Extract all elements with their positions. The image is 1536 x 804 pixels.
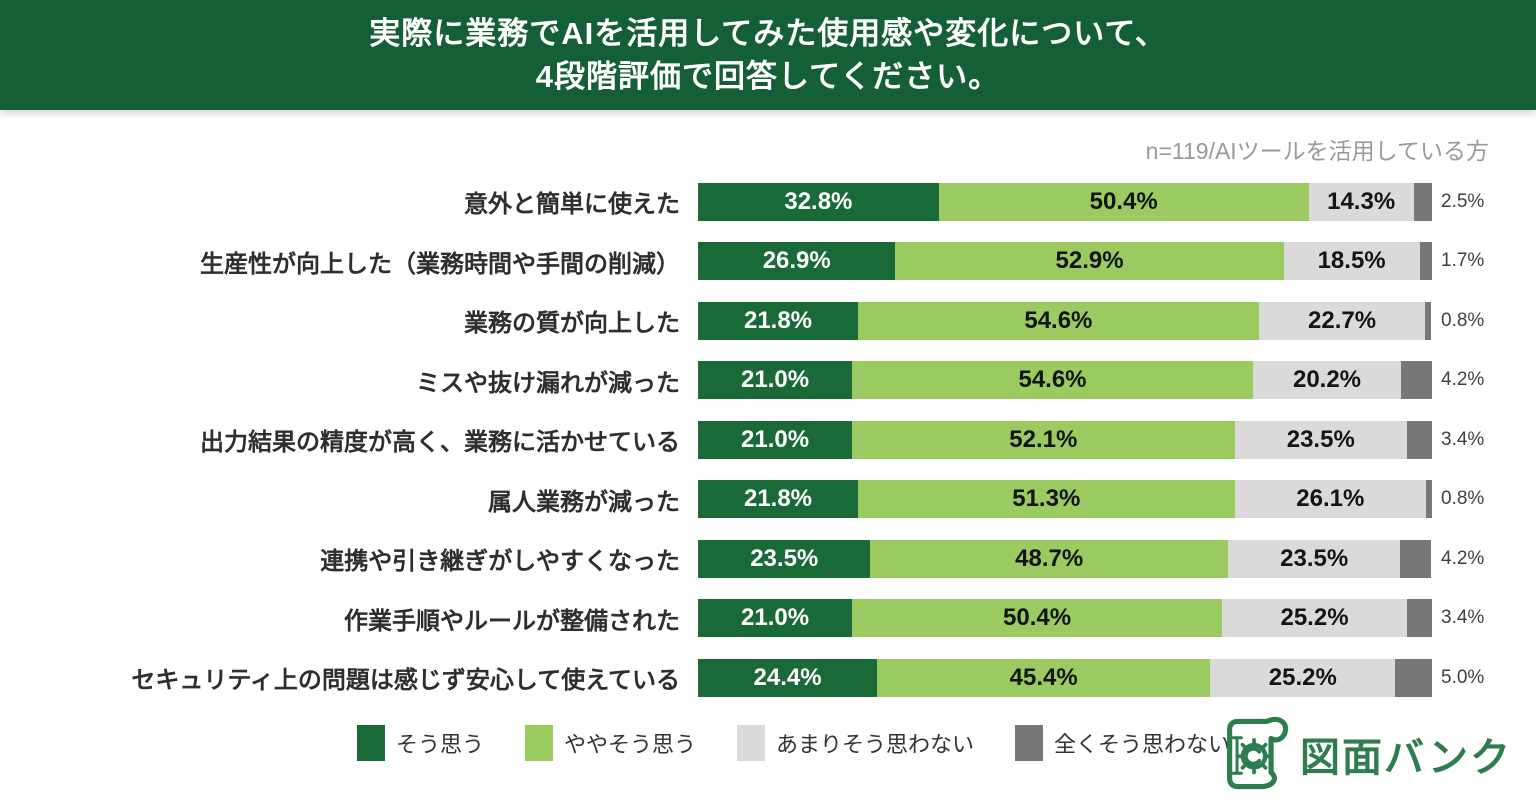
bar-segment-4: [1400, 539, 1432, 578]
outside-value-label: 5.0%: [1441, 666, 1485, 688]
stacked-bar: 24.4% 45.4% 25.2%: [698, 658, 1432, 697]
category-label: 業務の質が向上した: [464, 310, 680, 338]
legend-swatch: [525, 724, 554, 761]
bar-segment-3: 26.1%: [1234, 480, 1427, 519]
chart-row: セキュリティ上の問題は感じず安心して使えている 24.4% 45.4% 25.2% 5.…: [0, 648, 1536, 708]
page-title-line1: 実際に業務でAIを活用してみた使用感や変化について、: [369, 16, 1167, 51]
legend-swatch: [737, 724, 766, 761]
stacked-bar: 21.8% 51.3% 26.1%: [698, 480, 1432, 519]
legend-swatch: [357, 724, 385, 761]
chart-row: ミスや抜け漏れが減った 21.0% 54.6% 20.2% 4.2%: [0, 351, 1536, 411]
stacked-bar: 21.8% 54.6% 22.7%: [698, 301, 1432, 340]
legend-item: ややそう思う: [525, 724, 697, 761]
category-label: 出力結果の精度が高く、業務に活かせている: [200, 429, 680, 457]
chart-row: 意外と簡単に使えた 32.8% 50.4% 14.3% 2.5%: [0, 172, 1536, 232]
chart-row: 出力結果の精度が高く、業務に活かせている 21.0% 52.1% 23.5% 3.4%: [0, 410, 1536, 470]
legend-label: ややそう思う: [564, 731, 697, 757]
legend-label: そう思う: [396, 731, 485, 757]
outside-value-label: 2.5%: [1441, 190, 1485, 212]
zumen-bank-logo: 図面バンク: [1220, 714, 1512, 794]
logo-text: 図面バンク: [1300, 736, 1512, 780]
outside-value-label: 0.8%: [1441, 488, 1485, 510]
bar-segment-4: [1395, 658, 1432, 697]
outside-value-label: 3.4%: [1441, 428, 1485, 450]
bar-segment-2: 51.3%: [858, 480, 1235, 519]
chart-row: 業務の質が向上した 21.8% 54.6% 22.7% 0.8%: [0, 291, 1536, 351]
chart-row: 属人業務が減った 21.8% 51.3% 26.1% 0.8%: [0, 470, 1536, 530]
stacked-bar: 23.5% 48.7% 23.5%: [698, 539, 1432, 578]
bar-segment-3: 20.2%: [1252, 361, 1402, 400]
chart-row: 作業手順やルールが整備された 21.0% 50.4% 25.2% 3.4%: [0, 589, 1536, 649]
category-label: 生産性が向上した（業務時間や手間の削減）: [200, 250, 680, 278]
bar-segment-3: 18.5%: [1283, 242, 1420, 281]
legend-swatch: [1015, 724, 1044, 761]
bar-segment-1: 24.4%: [698, 658, 878, 697]
bar-segment-1: 21.8%: [698, 301, 858, 340]
bar-segment-2: 52.9%: [895, 242, 1284, 281]
bar-segment-1: 21.0%: [698, 599, 853, 638]
outside-value-label: 4.2%: [1441, 369, 1485, 391]
bar-segment-3: 23.5%: [1234, 420, 1408, 459]
legend-item: そう思う: [357, 724, 485, 761]
legend-item: 全くそう思わない: [1015, 724, 1231, 761]
bar-segment-4: [1419, 242, 1432, 281]
bar-segment-2: 50.4%: [938, 182, 1309, 221]
bar-segment-1: 21.0%: [698, 361, 853, 400]
blueprint-gear-icon: [1227, 716, 1289, 790]
bar-segment-1: 32.8%: [698, 182, 939, 221]
outside-value-label: 4.2%: [1441, 547, 1485, 569]
bar-segment-4: [1413, 182, 1432, 221]
bar-segment-2: 45.4%: [877, 658, 1211, 697]
category-label: ミスや抜け漏れが減った: [416, 369, 680, 397]
stacked-bar-chart: 意外と簡単に使えた 32.8% 50.4% 14.3% 2.5% 生産性が向上した（業務時…: [0, 172, 1536, 708]
chart-row: 連携や引き継ぎがしやすくなった 23.5% 48.7% 23.5% 4.2%: [0, 529, 1536, 589]
bar-segment-2: 54.6%: [852, 361, 1253, 400]
category-label: 連携や引き継ぎがしやすくなった: [320, 548, 680, 576]
outside-value-label: 1.7%: [1441, 250, 1485, 272]
category-label: 属人業務が減った: [488, 488, 680, 516]
category-label: 作業手順やルールが整備された: [344, 607, 680, 635]
stacked-bar: 26.9% 52.9% 18.5%: [698, 242, 1432, 281]
legend-item: あまりそう思わない: [737, 724, 975, 761]
bar-segment-3: 14.3%: [1308, 182, 1414, 221]
stacked-bar: 21.0% 50.4% 25.2%: [698, 599, 1432, 638]
bar-segment-4: [1407, 420, 1432, 459]
page-title-line2: 4段階評価で回答してください。: [535, 59, 1001, 94]
bar-segment-2: 54.6%: [858, 301, 1259, 340]
bar-segment-2: 52.1%: [852, 420, 1235, 459]
bar-segment-3: 22.7%: [1258, 301, 1426, 340]
outside-value-label: 0.8%: [1441, 309, 1485, 331]
bar-segment-1: 23.5%: [698, 539, 871, 578]
category-label: セキュリティ上の問題は感じず安心して使えている: [131, 667, 680, 695]
bar-segment-3: 23.5%: [1227, 539, 1401, 578]
chart-legend: そう思う ややそう思う あまりそう思わない 全くそう思わない: [357, 724, 1536, 761]
bar-segment-4: [1426, 480, 1432, 519]
stacked-bar: 21.0% 54.6% 20.2%: [698, 361, 1432, 400]
stacked-bar: 21.0% 52.1% 23.5%: [698, 420, 1432, 459]
bar-segment-3: 25.2%: [1210, 658, 1396, 697]
bar-segment-3: 25.2%: [1222, 599, 1407, 638]
stacked-bar: 32.8% 50.4% 14.3%: [698, 182, 1432, 221]
outside-value-label: 3.4%: [1441, 607, 1485, 629]
sample-size-note: n=119/AIツールを活用している方: [1145, 138, 1489, 164]
legend-label: あまりそう思わない: [776, 731, 975, 757]
bar-segment-2: 50.4%: [852, 599, 1223, 638]
header-banner: 実際に業務でAIを活用してみた使用感や変化について、 4段階評価で回答してくださ…: [0, 0, 1536, 110]
bar-segment-1: 26.9%: [698, 242, 896, 281]
bar-segment-1: 21.0%: [698, 420, 853, 459]
category-label: 意外と簡単に使えた: [464, 191, 680, 219]
legend-label: 全くそう思わない: [1054, 731, 1231, 757]
bar-segment-2: 48.7%: [870, 539, 1228, 578]
bar-segment-4: [1401, 361, 1432, 400]
bar-segment-1: 21.8%: [698, 480, 858, 519]
bar-segment-4: [1425, 301, 1432, 340]
chart-row: 生産性が向上した（業務時間や手間の削減） 26.9% 52.9% 18.5% 1.7%: [0, 232, 1536, 292]
bar-segment-4: [1407, 599, 1432, 638]
